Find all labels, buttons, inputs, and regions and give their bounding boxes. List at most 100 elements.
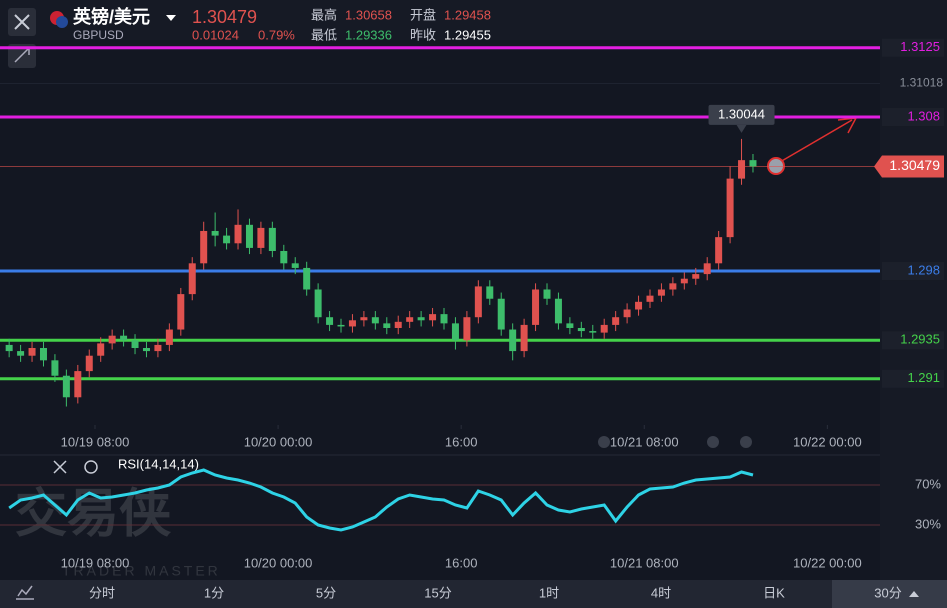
tab[interactable]: 分时 (89, 585, 115, 600)
candle-body (669, 283, 677, 290)
candle-body (211, 230, 219, 236)
candle-body (589, 331, 597, 333)
chart-type-icon[interactable] (16, 585, 34, 600)
candle-body (497, 298, 505, 330)
tab[interactable]: 1分 (204, 585, 224, 600)
event-marker[interactable] (740, 436, 752, 448)
candle-body (680, 278, 688, 284)
candle-body (726, 178, 734, 238)
rsi-x-tick-label: 10/20 00:00 (244, 555, 313, 570)
level-label: 1.298 (907, 262, 940, 277)
rsi-label: RSI(14,14,14) (118, 456, 199, 471)
flag-icon (56, 16, 68, 28)
tab-bar (0, 580, 947, 608)
candle-body (474, 286, 482, 318)
rsi-settings-icon[interactable] (84, 460, 98, 474)
candle-body (268, 227, 276, 251)
candle-body (749, 160, 757, 167)
candle-body (348, 320, 356, 327)
candle-body (74, 371, 82, 398)
candle-body (188, 263, 196, 295)
level-label: 1.2935 (900, 332, 940, 347)
last-price-label: 1.30479 (889, 157, 940, 173)
rsi-x-tick-label: 10/21 08:00 (610, 555, 679, 570)
candle-body (154, 344, 162, 352)
candle-body (234, 224, 242, 244)
close-icon (14, 14, 30, 30)
stat-label: 开盘 (410, 7, 436, 22)
tab-dropdown-icon[interactable] (909, 591, 919, 597)
stat-value: 1.29455 (444, 27, 491, 42)
tab-selected (832, 580, 947, 608)
candle-body (223, 235, 231, 244)
rsi-close-icon[interactable] (53, 460, 67, 474)
stat-label: 最低 (311, 27, 337, 42)
candle-body (280, 250, 288, 264)
event-marker[interactable] (707, 436, 719, 448)
tab[interactable]: 30分 (874, 585, 901, 600)
candle-body (532, 289, 540, 325)
candle-body (51, 360, 59, 376)
rsi-line (8, 468, 754, 532)
candle-body (703, 263, 711, 275)
candle-body (97, 343, 105, 356)
stat-value: 1.29336 (345, 27, 392, 42)
event-marker[interactable] (598, 436, 610, 448)
candle-body (142, 348, 150, 352)
candle-body (577, 327, 585, 332)
candle-body (131, 340, 139, 349)
change: 0.01024 (192, 27, 239, 42)
drawn-arrow[interactable] (779, 119, 853, 163)
candle-body (291, 263, 299, 268)
tab[interactable]: 15分 (424, 585, 451, 600)
level-label: 1.3125 (900, 39, 940, 54)
stat-label: 昨收 (410, 27, 436, 42)
tab[interactable]: 1时 (539, 585, 559, 600)
candle-body (257, 227, 265, 248)
candle-body (165, 329, 173, 345)
tab[interactable]: 5分 (316, 585, 336, 600)
candle-body (85, 355, 93, 372)
candle-body (177, 294, 185, 330)
annotation-box (708, 104, 775, 125)
candle-body (371, 317, 379, 324)
candle-body (406, 317, 414, 322)
y-tick-label: 1.31018 (900, 76, 944, 90)
candle-body (692, 274, 700, 279)
candle-body (566, 323, 574, 328)
level-label-box (882, 38, 944, 57)
candle-body (17, 351, 25, 356)
candle-body (486, 286, 494, 299)
watermark-subtitle: TRADER MASTER (62, 563, 221, 579)
candle-body (303, 267, 311, 290)
symbol: GBPUSD (73, 28, 124, 42)
candle-body (554, 298, 562, 324)
candle-body (200, 230, 208, 264)
candle-body (28, 348, 36, 356)
level-label-box (882, 369, 944, 388)
level-label-box (882, 331, 944, 350)
tab[interactable]: 4时 (651, 585, 671, 600)
candle-body (62, 375, 70, 398)
candle-body (120, 335, 128, 341)
pair-name[interactable]: 英镑/美元 (72, 6, 150, 27)
dropdown-icon[interactable] (166, 15, 176, 21)
candle-body (383, 323, 391, 328)
annotation-pointer (736, 124, 747, 133)
candle-body (451, 323, 459, 341)
change-pct: 0.79% (258, 27, 295, 42)
candle-body (326, 317, 334, 325)
annotation-label: 1.30044 (718, 106, 765, 121)
candle-body (657, 289, 665, 296)
x-tick-label: 16:00 (445, 434, 478, 449)
last-price-box (874, 155, 944, 178)
tab[interactable]: 日K (763, 585, 785, 600)
level-label-box (882, 262, 944, 281)
candle-body (635, 301, 643, 310)
candle-body (520, 324, 528, 352)
x-tick-label: 10/22 00:00 (793, 434, 862, 449)
level-label: 1.308 (907, 108, 940, 123)
stat-value: 1.30658 (345, 7, 392, 22)
